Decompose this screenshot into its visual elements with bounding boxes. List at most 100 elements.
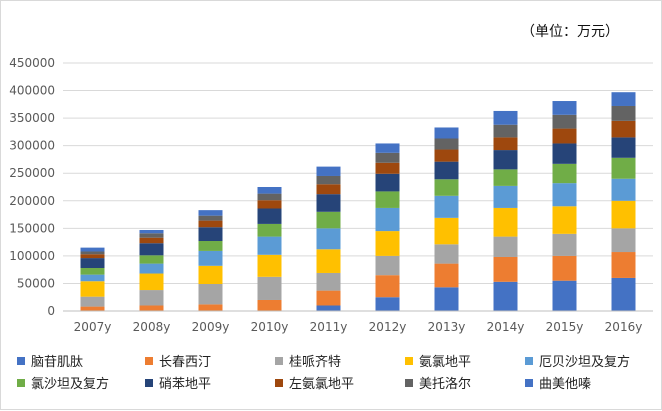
y-tick-label: 300000 bbox=[9, 139, 55, 153]
legend-item: 桂哌齐特 bbox=[275, 351, 341, 370]
bar-segment-2016y-4 bbox=[611, 178, 636, 201]
bar-segment-2011y-1 bbox=[316, 290, 341, 306]
legend-item: 脑苷肌肽 bbox=[17, 351, 83, 370]
bar-segment-2011y-0 bbox=[316, 305, 341, 311]
bar-segment-2014y-6 bbox=[493, 150, 518, 170]
bar-segment-2012y-4 bbox=[375, 207, 400, 232]
x-tick-label: 2016y bbox=[605, 320, 643, 334]
bar-segment-2010y-6 bbox=[257, 208, 282, 224]
bar-segment-2007y-6 bbox=[80, 258, 105, 269]
unit-label: （单位：万元） bbox=[521, 24, 619, 40]
bar-segment-2014y-5 bbox=[493, 169, 518, 186]
legend-label: 长春西汀 bbox=[159, 355, 212, 370]
legend-swatch bbox=[275, 378, 283, 387]
bar-segment-2015y-8 bbox=[552, 114, 577, 129]
bar-segment-2014y-8 bbox=[493, 124, 518, 138]
bar-segment-2007y-5 bbox=[80, 268, 105, 275]
y-tick-label: 150000 bbox=[9, 221, 55, 235]
bar-segment-2014y-3 bbox=[493, 207, 518, 237]
y-tick-label: 100000 bbox=[9, 249, 55, 263]
y-tick-label: 350000 bbox=[9, 111, 55, 125]
legend-label: 氨氯地平 bbox=[419, 355, 472, 370]
bar-segment-2010y-3 bbox=[257, 254, 282, 277]
legend-item: 美托洛尔 bbox=[405, 373, 471, 392]
bar-segment-2016y-8 bbox=[611, 105, 636, 121]
x-tick-label: 2015y bbox=[546, 320, 584, 334]
bar-segment-2014y-7 bbox=[493, 137, 518, 151]
bar-segment-2009y-9 bbox=[198, 210, 223, 216]
bar-segment-2010y-7 bbox=[257, 200, 282, 209]
x-tick-label: 2013y bbox=[428, 320, 466, 334]
bar-segment-2008y-2 bbox=[139, 290, 164, 306]
bar-segment-2011y-7 bbox=[316, 184, 341, 195]
legend-label: 氯沙坦及复方 bbox=[31, 377, 110, 392]
legend-swatch bbox=[145, 356, 153, 365]
bar-segment-2009y-8 bbox=[198, 215, 223, 221]
bar-segment-2011y-5 bbox=[316, 211, 341, 229]
legend-swatch bbox=[145, 378, 153, 387]
bar-segment-2013y-7 bbox=[434, 149, 459, 162]
bar-segment-2010y-9 bbox=[257, 187, 282, 194]
x-tick-label: 2007y bbox=[74, 320, 112, 334]
bar-segment-2012y-8 bbox=[375, 152, 400, 163]
bar-segment-2009y-4 bbox=[198, 250, 223, 266]
bar-segment-2012y-7 bbox=[375, 162, 400, 174]
x-tick-label: 2009y bbox=[192, 320, 230, 334]
bar-segment-2016y-0 bbox=[611, 277, 636, 311]
bar-segment-2013y-8 bbox=[434, 138, 459, 150]
bar-segment-2013y-9 bbox=[434, 127, 459, 139]
legend-label: 曲美他嗪 bbox=[539, 377, 592, 392]
legend-swatch bbox=[275, 356, 283, 365]
bar-segment-2012y-0 bbox=[375, 297, 400, 311]
bar-segment-2016y-3 bbox=[611, 200, 636, 229]
bar-segment-2016y-9 bbox=[611, 92, 636, 106]
bar-segment-2016y-2 bbox=[611, 228, 636, 253]
legend-swatch bbox=[405, 378, 413, 387]
bar-segment-2010y-8 bbox=[257, 193, 282, 201]
legend-item: 氯沙坦及复方 bbox=[17, 373, 109, 392]
bar-segment-2015y-1 bbox=[552, 255, 577, 281]
bar-segment-2008y-5 bbox=[139, 255, 164, 264]
bar-segment-2013y-3 bbox=[434, 217, 459, 245]
bar-segment-2013y-0 bbox=[434, 287, 459, 311]
y-tick-label: 200000 bbox=[9, 194, 55, 208]
bar-segment-2008y-1 bbox=[139, 305, 164, 311]
bar-segment-2008y-3 bbox=[139, 273, 164, 291]
bar-segment-2009y-2 bbox=[198, 283, 223, 305]
bar-segment-2007y-8 bbox=[80, 251, 105, 255]
bar-segment-2015y-5 bbox=[552, 163, 577, 184]
bar-segment-2007y-2 bbox=[80, 296, 105, 307]
bar-segment-2009y-1 bbox=[198, 304, 223, 311]
y-tick-label: 50000 bbox=[17, 276, 55, 290]
bar-segment-2008y-8 bbox=[139, 233, 164, 238]
legend-swatch bbox=[525, 378, 533, 387]
bar-segment-2015y-0 bbox=[552, 280, 577, 311]
bar-segment-2014y-9 bbox=[493, 110, 518, 125]
bar-segment-2013y-2 bbox=[434, 244, 459, 264]
bar-segment-2008y-4 bbox=[139, 263, 164, 274]
legend-label: 厄贝沙坦及复方 bbox=[539, 355, 631, 370]
bar-segment-2012y-5 bbox=[375, 191, 400, 208]
bar-segment-2010y-4 bbox=[257, 236, 282, 255]
bar-segment-2011y-6 bbox=[316, 194, 341, 212]
y-tick-label: 450000 bbox=[9, 56, 55, 70]
bar-segment-2009y-7 bbox=[198, 220, 223, 228]
bar-segment-2010y-5 bbox=[257, 223, 282, 237]
bar-segment-2012y-6 bbox=[375, 173, 400, 192]
legend-item: 左氨氯地平 bbox=[275, 373, 354, 392]
legend-item: 硝苯地平 bbox=[145, 373, 211, 392]
bar-segment-2011y-9 bbox=[316, 166, 341, 176]
bar-segment-2008y-9 bbox=[139, 229, 164, 234]
y-tick-label: 250000 bbox=[9, 166, 55, 180]
bar-segment-2007y-1 bbox=[80, 306, 105, 311]
legend-item: 曲美他嗪 bbox=[525, 373, 591, 392]
bar-segment-2010y-1 bbox=[257, 299, 282, 311]
bar-segment-2015y-6 bbox=[552, 143, 577, 164]
bar-segment-2007y-3 bbox=[80, 281, 105, 297]
bar-segment-2015y-2 bbox=[552, 233, 577, 256]
x-tick-label: 2012y bbox=[369, 320, 407, 334]
legend-item: 长春西汀 bbox=[145, 351, 211, 370]
bar-segment-2014y-4 bbox=[493, 185, 518, 208]
